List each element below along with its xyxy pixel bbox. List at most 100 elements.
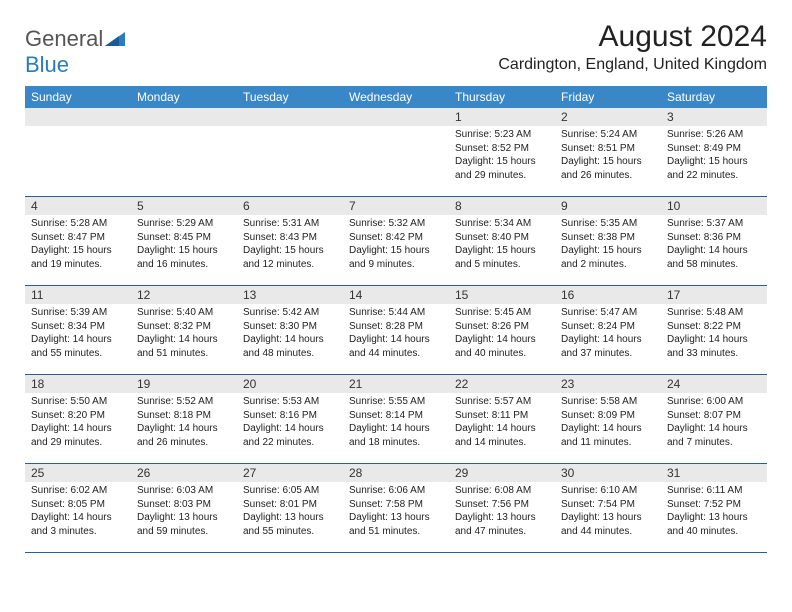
daylight-text: Daylight: 14 hours and 55 minutes. <box>31 333 125 360</box>
daylight-text: Daylight: 15 hours and 16 minutes. <box>137 244 231 271</box>
calendar-cell <box>237 108 343 196</box>
daylight-text: Daylight: 13 hours and 51 minutes. <box>349 511 443 538</box>
sunset-text: Sunset: 8:07 PM <box>667 409 761 423</box>
calendar-cell: 5Sunrise: 5:29 AMSunset: 8:45 PMDaylight… <box>131 197 237 285</box>
sunset-text: Sunset: 8:26 PM <box>455 320 549 334</box>
calendar-cell: 4Sunrise: 5:28 AMSunset: 8:47 PMDaylight… <box>25 197 131 285</box>
day-details: Sunrise: 6:00 AMSunset: 8:07 PMDaylight:… <box>661 393 767 453</box>
day-details: Sunrise: 5:24 AMSunset: 8:51 PMDaylight:… <box>555 126 661 186</box>
calendar-week-row: 4Sunrise: 5:28 AMSunset: 8:47 PMDaylight… <box>25 197 767 286</box>
sunrise-text: Sunrise: 6:02 AM <box>31 484 125 498</box>
calendar-cell: 11Sunrise: 5:39 AMSunset: 8:34 PMDayligh… <box>25 286 131 374</box>
sunset-text: Sunset: 8:36 PM <box>667 231 761 245</box>
month-title: August 2024 <box>498 20 767 54</box>
weekday-header: Sunday <box>25 86 131 108</box>
day-details: Sunrise: 5:55 AMSunset: 8:14 PMDaylight:… <box>343 393 449 453</box>
weekday-header: Monday <box>131 86 237 108</box>
sunrise-text: Sunrise: 5:48 AM <box>667 306 761 320</box>
day-number: 28 <box>343 464 449 482</box>
day-details: Sunrise: 6:10 AMSunset: 7:54 PMDaylight:… <box>555 482 661 542</box>
calendar-cell: 20Sunrise: 5:53 AMSunset: 8:16 PMDayligh… <box>237 375 343 463</box>
day-details: Sunrise: 6:02 AMSunset: 8:05 PMDaylight:… <box>25 482 131 542</box>
sunrise-text: Sunrise: 5:23 AM <box>455 128 549 142</box>
calendar-grid: Sunday Monday Tuesday Wednesday Thursday… <box>25 86 767 553</box>
daylight-text: Daylight: 15 hours and 12 minutes. <box>243 244 337 271</box>
daylight-text: Daylight: 14 hours and 58 minutes. <box>667 244 761 271</box>
day-number <box>237 108 343 126</box>
sunrise-text: Sunrise: 5:53 AM <box>243 395 337 409</box>
calendar-cell: 17Sunrise: 5:48 AMSunset: 8:22 PMDayligh… <box>661 286 767 374</box>
sunset-text: Sunset: 8:11 PM <box>455 409 549 423</box>
sunset-text: Sunset: 8:14 PM <box>349 409 443 423</box>
calendar-cell: 31Sunrise: 6:11 AMSunset: 7:52 PMDayligh… <box>661 464 767 552</box>
day-details: Sunrise: 5:40 AMSunset: 8:32 PMDaylight:… <box>131 304 237 364</box>
sunrise-text: Sunrise: 5:32 AM <box>349 217 443 231</box>
calendar-week-row: 18Sunrise: 5:50 AMSunset: 8:20 PMDayligh… <box>25 375 767 464</box>
weekday-header: Friday <box>555 86 661 108</box>
day-number: 4 <box>25 197 131 215</box>
day-number <box>25 108 131 126</box>
calendar-cell: 14Sunrise: 5:44 AMSunset: 8:28 PMDayligh… <box>343 286 449 374</box>
sunrise-text: Sunrise: 5:40 AM <box>137 306 231 320</box>
daylight-text: Daylight: 14 hours and 29 minutes. <box>31 422 125 449</box>
day-number: 24 <box>661 375 767 393</box>
daylight-text: Daylight: 14 hours and 14 minutes. <box>455 422 549 449</box>
daylight-text: Daylight: 15 hours and 26 minutes. <box>561 155 655 182</box>
day-number: 3 <box>661 108 767 126</box>
day-number: 12 <box>131 286 237 304</box>
sunrise-text: Sunrise: 5:39 AM <box>31 306 125 320</box>
day-details: Sunrise: 5:52 AMSunset: 8:18 PMDaylight:… <box>131 393 237 453</box>
calendar-cell: 16Sunrise: 5:47 AMSunset: 8:24 PMDayligh… <box>555 286 661 374</box>
sunrise-text: Sunrise: 5:28 AM <box>31 217 125 231</box>
weeks-container: 1Sunrise: 5:23 AMSunset: 8:52 PMDaylight… <box>25 108 767 553</box>
daylight-text: Daylight: 13 hours and 59 minutes. <box>137 511 231 538</box>
day-details: Sunrise: 5:23 AMSunset: 8:52 PMDaylight:… <box>449 126 555 186</box>
sunset-text: Sunset: 7:54 PM <box>561 498 655 512</box>
calendar-cell: 29Sunrise: 6:08 AMSunset: 7:56 PMDayligh… <box>449 464 555 552</box>
header-right: August 2024 Cardington, England, United … <box>498 20 767 74</box>
calendar-cell: 21Sunrise: 5:55 AMSunset: 8:14 PMDayligh… <box>343 375 449 463</box>
sunrise-text: Sunrise: 5:44 AM <box>349 306 443 320</box>
day-details: Sunrise: 5:44 AMSunset: 8:28 PMDaylight:… <box>343 304 449 364</box>
weekday-header: Tuesday <box>237 86 343 108</box>
calendar-week-row: 1Sunrise: 5:23 AMSunset: 8:52 PMDaylight… <box>25 108 767 197</box>
day-details <box>343 126 449 132</box>
calendar-cell: 7Sunrise: 5:32 AMSunset: 8:42 PMDaylight… <box>343 197 449 285</box>
day-number <box>343 108 449 126</box>
day-details: Sunrise: 5:26 AMSunset: 8:49 PMDaylight:… <box>661 126 767 186</box>
day-details: Sunrise: 5:31 AMSunset: 8:43 PMDaylight:… <box>237 215 343 275</box>
calendar-cell: 19Sunrise: 5:52 AMSunset: 8:18 PMDayligh… <box>131 375 237 463</box>
sunrise-text: Sunrise: 5:42 AM <box>243 306 337 320</box>
sunset-text: Sunset: 8:28 PM <box>349 320 443 334</box>
sunset-text: Sunset: 8:51 PM <box>561 142 655 156</box>
day-number: 20 <box>237 375 343 393</box>
sunrise-text: Sunrise: 5:29 AM <box>137 217 231 231</box>
day-number: 21 <box>343 375 449 393</box>
day-details: Sunrise: 5:39 AMSunset: 8:34 PMDaylight:… <box>25 304 131 364</box>
page-header: General Blue August 2024 Cardington, Eng… <box>25 20 767 78</box>
calendar-cell: 10Sunrise: 5:37 AMSunset: 8:36 PMDayligh… <box>661 197 767 285</box>
day-details: Sunrise: 5:32 AMSunset: 8:42 PMDaylight:… <box>343 215 449 275</box>
weekday-header: Saturday <box>661 86 767 108</box>
daylight-text: Daylight: 15 hours and 9 minutes. <box>349 244 443 271</box>
sunrise-text: Sunrise: 6:06 AM <box>349 484 443 498</box>
daylight-text: Daylight: 14 hours and 22 minutes. <box>243 422 337 449</box>
sunrise-text: Sunrise: 6:00 AM <box>667 395 761 409</box>
sunrise-text: Sunrise: 5:34 AM <box>455 217 549 231</box>
sunset-text: Sunset: 8:52 PM <box>455 142 549 156</box>
daylight-text: Daylight: 14 hours and 11 minutes. <box>561 422 655 449</box>
calendar-cell: 23Sunrise: 5:58 AMSunset: 8:09 PMDayligh… <box>555 375 661 463</box>
day-number: 15 <box>449 286 555 304</box>
calendar-cell: 1Sunrise: 5:23 AMSunset: 8:52 PMDaylight… <box>449 108 555 196</box>
sunset-text: Sunset: 8:24 PM <box>561 320 655 334</box>
day-details: Sunrise: 5:48 AMSunset: 8:22 PMDaylight:… <box>661 304 767 364</box>
sunrise-text: Sunrise: 6:10 AM <box>561 484 655 498</box>
sunrise-text: Sunrise: 6:08 AM <box>455 484 549 498</box>
day-details: Sunrise: 5:42 AMSunset: 8:30 PMDaylight:… <box>237 304 343 364</box>
sunset-text: Sunset: 7:58 PM <box>349 498 443 512</box>
logo-word-general: General <box>25 26 103 51</box>
calendar-cell: 9Sunrise: 5:35 AMSunset: 8:38 PMDaylight… <box>555 197 661 285</box>
sunset-text: Sunset: 8:22 PM <box>667 320 761 334</box>
daylight-text: Daylight: 14 hours and 33 minutes. <box>667 333 761 360</box>
calendar-cell: 30Sunrise: 6:10 AMSunset: 7:54 PMDayligh… <box>555 464 661 552</box>
